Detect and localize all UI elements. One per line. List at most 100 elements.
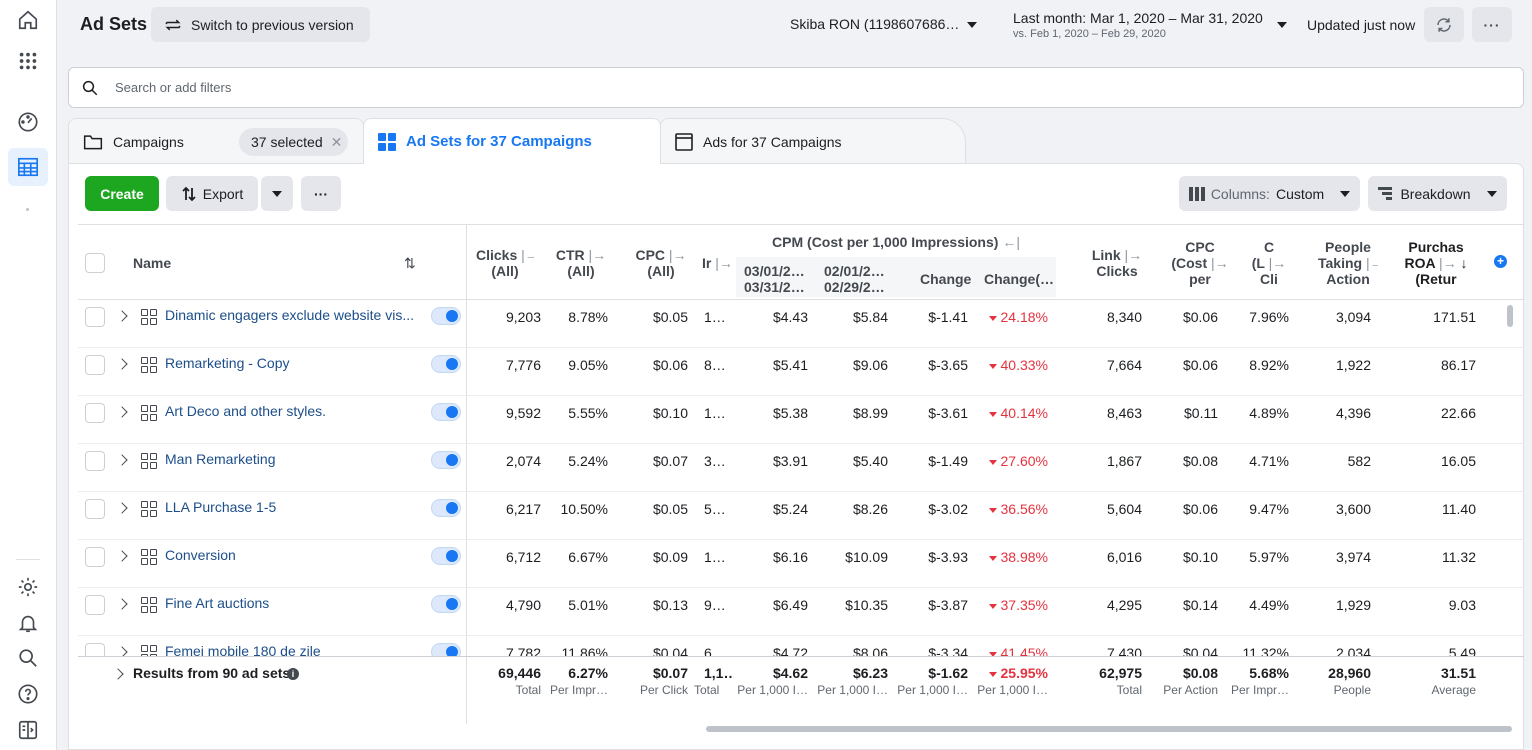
- row-checkbox[interactable]: [85, 307, 105, 327]
- ad-set-name-link[interactable]: Art Deco and other styles.: [165, 403, 327, 419]
- expand-chevron-icon[interactable]: [116, 646, 128, 656]
- col-header-cpm-previous[interactable]: 02/01/2… 02/29/2…: [824, 263, 885, 295]
- export-button[interactable]: Export: [166, 176, 258, 211]
- ad-set-status-toggle[interactable]: [431, 595, 461, 613]
- col-group-cpm[interactable]: CPM (Cost per 1,000 Impressions) ←|: [736, 234, 1056, 250]
- clear-selection-icon[interactable]: ✕: [330, 133, 343, 150]
- info-icon[interactable]: i: [287, 668, 299, 680]
- ad-set-name-link[interactable]: Man Remarketing: [165, 451, 276, 467]
- ad-set-status-toggle[interactable]: [431, 451, 461, 469]
- totals-expand-chevron-icon[interactable]: [112, 668, 124, 680]
- tab-campaigns[interactable]: Campaigns: [68, 118, 364, 164]
- help-question-icon[interactable]: [16, 682, 40, 706]
- more-options-button[interactable]: ···: [1472, 7, 1512, 42]
- ad-set-status-toggle[interactable]: [431, 547, 461, 565]
- table-row[interactable]: Art Deco and other styles. 9,592 5.55% $0.1…: [78, 396, 1524, 444]
- table-row[interactable]: Dinamic engagers exclude website vis... 9…: [78, 300, 1524, 348]
- export-dropdown-button[interactable]: [261, 176, 293, 211]
- col-header-c[interactable]: C (L |→ Cli: [1246, 239, 1292, 287]
- toolbar-more-button[interactable]: ···: [301, 176, 341, 211]
- folder-icon: [83, 134, 103, 149]
- col-header-clicks[interactable]: Clicks |→ (All): [476, 247, 534, 279]
- create-button[interactable]: Create: [85, 176, 159, 211]
- switch-version-button[interactable]: Switch to previous version: [151, 7, 370, 42]
- account-caret-icon[interactable]: [967, 22, 977, 28]
- cell-change: $-3.34: [928, 645, 968, 656]
- table-row[interactable]: LLA Purchase 1-5 6,217 10.50% $0.05 5… $5.24 $…: [78, 492, 1524, 540]
- col-header-change[interactable]: Change: [920, 271, 972, 287]
- col-resize-icon: |→: [1438, 255, 1457, 271]
- notifications-bell-icon[interactable]: [16, 611, 40, 635]
- ad-set-name-link[interactable]: Conversion: [165, 547, 236, 563]
- date-range[interactable]: Last month: Mar 1, 2020 – Mar 31, 2020: [1013, 10, 1263, 26]
- row-checkbox[interactable]: [85, 547, 105, 567]
- col-header-cpc-cost[interactable]: CPC (Cost |→ per: [1166, 239, 1234, 287]
- selected-count-chip[interactable]: 37 selected ✕: [239, 128, 348, 156]
- cell-link-clicks: 8,340: [1106, 309, 1142, 325]
- expand-chevron-icon[interactable]: [116, 598, 128, 610]
- ad-set-status-toggle[interactable]: [431, 307, 461, 325]
- ad-set-name-link[interactable]: Fine Art auctions: [165, 595, 270, 611]
- ad-set-status-toggle[interactable]: [431, 643, 461, 656]
- ad-set-status-toggle[interactable]: [431, 499, 461, 517]
- tab-ads[interactable]: Ads for 37 Campaigns: [660, 118, 966, 164]
- ad-set-status-toggle[interactable]: [431, 355, 461, 373]
- row-checkbox[interactable]: [85, 499, 105, 519]
- account-selector[interactable]: Skiba RON (1198607686…: [790, 16, 960, 32]
- tab-ad-sets[interactable]: Ad Sets for 37 Campaigns: [363, 118, 661, 164]
- table-row[interactable]: Femei mobile 180 de zile 7,782 11.86% $0.04…: [78, 636, 1524, 656]
- search-input[interactable]: [115, 80, 715, 95]
- select-all-checkbox[interactable]: [85, 253, 105, 273]
- expand-chevron-icon[interactable]: [116, 406, 128, 418]
- side-panel-toggle-icon[interactable]: [16, 718, 40, 742]
- settings-gear-icon[interactable]: [16, 575, 40, 599]
- breakdown-label: Breakdown: [1400, 185, 1471, 202]
- table-row[interactable]: Conversion 6,712 6.67% $0.09 1… $6.16 $10.09 $-…: [78, 540, 1524, 588]
- ad-set-name-link[interactable]: Dinamic engagers exclude website vis...: [165, 307, 415, 323]
- vertical-scrollbar[interactable]: [1507, 305, 1513, 327]
- row-checkbox[interactable]: [85, 403, 105, 423]
- total-change-pct-value: 25.95%: [1000, 665, 1048, 681]
- col-header-link-clicks[interactable]: Link |→ Clicks: [1083, 247, 1151, 279]
- ad-set-name-link[interactable]: Remarketing - Copy: [165, 355, 290, 371]
- apps-grid-icon[interactable]: [16, 49, 40, 73]
- col-header-change-pct[interactable]: Change(…: [984, 271, 1054, 287]
- ads-manager-table-icon[interactable]: [16, 155, 40, 179]
- col-header-cpc[interactable]: CPC |→ (All): [632, 247, 690, 279]
- table-row[interactable]: Remarketing - Copy 7,776 9.05% $0.06 8… $5.41…: [78, 348, 1524, 396]
- row-checkbox[interactable]: [85, 355, 105, 375]
- cell-roas: 9.03: [1448, 597, 1476, 613]
- date-caret-icon[interactable]: [1277, 22, 1287, 28]
- row-checkbox[interactable]: [85, 451, 105, 471]
- expand-chevron-icon[interactable]: [116, 550, 128, 562]
- table-row[interactable]: Fine Art auctions 4,790 5.01% $0.13 9… $6.49 $…: [78, 588, 1524, 636]
- expand-chevron-icon[interactable]: [116, 454, 128, 466]
- expand-chevron-icon[interactable]: [116, 502, 128, 514]
- search-filter-bar[interactable]: [68, 67, 1524, 108]
- col-header-ctr[interactable]: CTR |→ (All): [552, 247, 610, 279]
- dashboard-gauge-icon[interactable]: [16, 110, 40, 134]
- ad-set-name-link[interactable]: LLA Purchase 1-5: [165, 499, 277, 515]
- ad-set-name-link[interactable]: Femei mobile 180 de zile: [165, 643, 321, 656]
- ad-set-status-toggle[interactable]: [431, 403, 461, 421]
- col-header-impressions[interactable]: Ir |→: [702, 255, 732, 271]
- horizontal-scrollbar[interactable]: [706, 726, 1512, 732]
- expand-chevron-icon[interactable]: [116, 310, 128, 322]
- add-column-icon[interactable]: +: [1494, 255, 1507, 268]
- refresh-button[interactable]: [1424, 7, 1464, 42]
- col-header-roas[interactable]: Purchas ROA |→ ↓ (Retur: [1394, 239, 1478, 287]
- cell-cpm-cur: $5.24: [772, 501, 808, 517]
- col-header-name[interactable]: Name: [133, 255, 172, 271]
- sort-arrows-icon[interactable]: ⇅: [404, 255, 416, 271]
- row-checkbox[interactable]: [85, 595, 105, 615]
- columns-button[interactable]: Columns: Custom: [1179, 176, 1360, 211]
- breakdown-button[interactable]: Breakdown: [1368, 176, 1507, 211]
- expand-chevron-icon[interactable]: [116, 358, 128, 370]
- table-row[interactable]: Man Remarketing 2,074 5.24% $0.07 3… $3.91 $5.…: [78, 444, 1524, 492]
- row-checkbox[interactable]: [85, 643, 105, 656]
- col-header-cpm-current[interactable]: 03/01/2… 03/31/2…: [744, 263, 805, 295]
- col-header-people[interactable]: People Taking |→ Action: [1318, 239, 1378, 287]
- change-pct-value: 36.56%: [1000, 501, 1048, 517]
- home-icon[interactable]: [16, 8, 40, 32]
- search-icon[interactable]: [16, 646, 40, 670]
